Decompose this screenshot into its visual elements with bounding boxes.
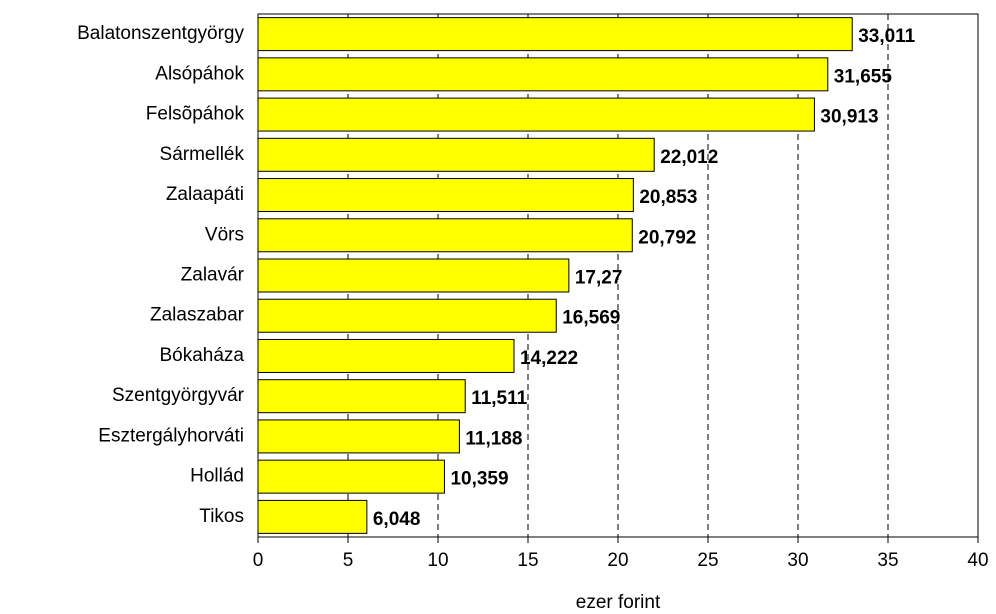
bar xyxy=(257,178,634,213)
x-tick-label: 20 xyxy=(607,550,628,571)
bar xyxy=(257,258,570,293)
x-tick-label: 40 xyxy=(967,550,988,571)
y-tick-label: Zalavár xyxy=(181,265,245,286)
value-label: 17,27 xyxy=(575,268,623,289)
x-axis-title: ezer forint xyxy=(576,592,661,613)
value-label: 16,569 xyxy=(562,308,620,329)
x-tick-label: 25 xyxy=(697,550,718,571)
x-tick-label: 5 xyxy=(343,550,354,571)
bar xyxy=(257,338,515,373)
x-tick-label: 30 xyxy=(787,550,808,571)
y-tick-label: Zalaszabar xyxy=(150,305,245,326)
y-tick-label: Alsópáhok xyxy=(155,63,244,84)
y-tick-label: Esztergályhorváti xyxy=(98,425,244,446)
y-tick-label: Vörs xyxy=(205,224,244,245)
value-label: 20,853 xyxy=(639,187,697,208)
bar xyxy=(257,499,368,534)
value-label: 20,792 xyxy=(638,227,696,248)
plot-frame xyxy=(257,13,979,538)
x-tick-label: 35 xyxy=(877,550,898,571)
bar xyxy=(257,379,466,414)
bar xyxy=(257,97,815,132)
y-tick-label: Szentgyörgyvár xyxy=(112,385,245,406)
x-tick-label: 10 xyxy=(427,550,448,571)
bar xyxy=(257,57,829,92)
x-tick-label: 15 xyxy=(517,550,538,571)
y-tick-label: Balatonszentgyörgy xyxy=(77,23,244,44)
bar xyxy=(257,419,460,454)
y-tick-label: Bókaháza xyxy=(159,345,244,366)
value-label: 22,012 xyxy=(660,147,718,168)
value-label: 6,048 xyxy=(373,509,421,530)
bar xyxy=(257,218,633,253)
value-label: 14,222 xyxy=(520,348,578,369)
bar xyxy=(257,298,557,333)
bar xyxy=(257,137,655,172)
value-label: 31,655 xyxy=(834,66,893,87)
value-label: 10,359 xyxy=(450,469,508,490)
y-tick-label: Zalaapáti xyxy=(166,184,244,205)
value-label: 11,511 xyxy=(471,388,527,409)
y-tick-label: Felsõpáhok xyxy=(146,104,245,125)
bar xyxy=(257,17,853,52)
value-label: 30,913 xyxy=(820,107,878,128)
y-tick-label: Hollád xyxy=(190,466,244,487)
value-label: 33,011 xyxy=(858,26,915,47)
bar xyxy=(257,459,445,494)
y-tick-label: Tikos xyxy=(199,506,244,527)
value-label: 11,188 xyxy=(465,428,522,449)
x-tick-label: 0 xyxy=(253,550,264,571)
y-tick-label: Sármellék xyxy=(160,144,245,165)
